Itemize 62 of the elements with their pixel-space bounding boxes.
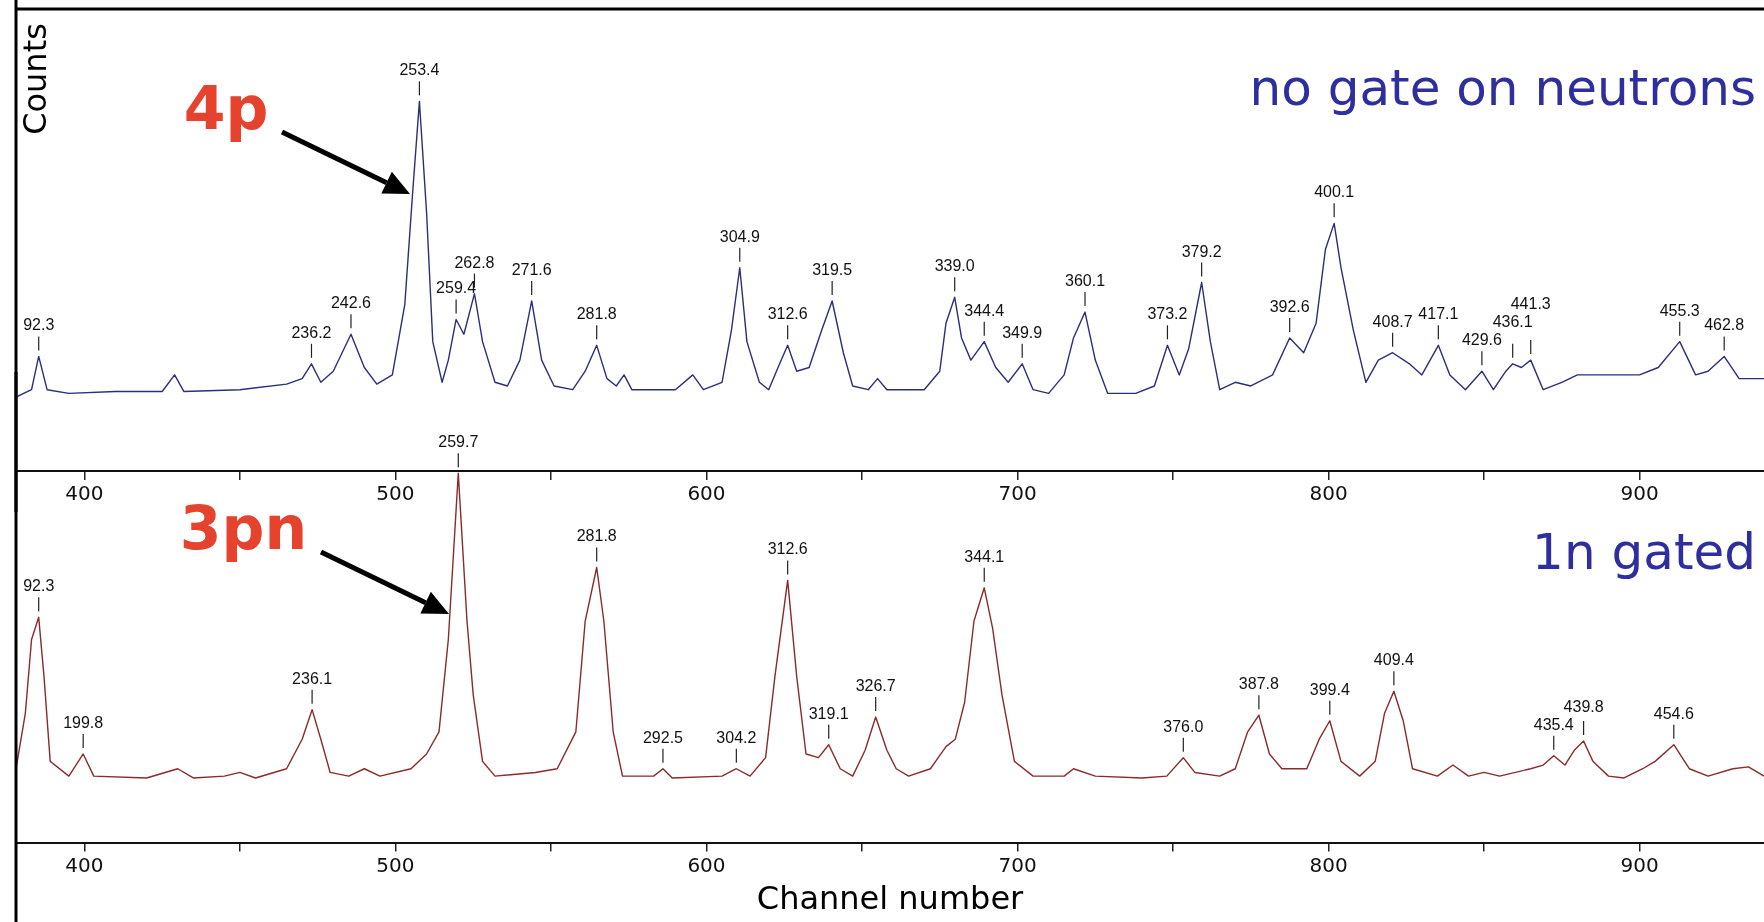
- annotation: 379.2: [1181, 242, 1222, 260]
- x-tick-label: 400: [65, 852, 104, 877]
- annotation: 199.8: [63, 713, 104, 731]
- annotation: 259.4: [436, 279, 477, 297]
- annotation: 281.8: [576, 305, 617, 323]
- annotation: 4p: [183, 73, 269, 144]
- annotation: 259.7: [438, 433, 479, 451]
- x-tick-label: 400: [65, 481, 104, 506]
- x-tick-label: 600: [687, 481, 726, 506]
- x-tick-label: 900: [1620, 481, 1659, 506]
- annotation: 92.3: [23, 316, 55, 334]
- x-tick-label: 600: [687, 852, 726, 877]
- annotation: no gate on neutrons: [1249, 59, 1756, 118]
- x-tick-label: 700: [998, 852, 1037, 877]
- annotation: 436.1: [1492, 313, 1533, 331]
- annotation: 408.7: [1372, 312, 1413, 330]
- annotation: 312.6: [767, 540, 808, 558]
- x-tick-label: 900: [1620, 852, 1659, 877]
- annotation: 319.5: [812, 260, 853, 278]
- x-tick-label: 700: [998, 481, 1037, 506]
- annotation: 455.3: [1659, 301, 1700, 319]
- annotation: 292.5: [642, 728, 684, 746]
- x-axis-title: Channel number: [756, 879, 1025, 918]
- annotation: 253.4: [399, 61, 440, 79]
- annotation: 344.1: [964, 547, 1005, 565]
- annotation: 271.6: [511, 260, 552, 278]
- annotation: 1n gated: [1532, 523, 1756, 582]
- annotation: 373.2: [1147, 305, 1188, 323]
- x-tick-label: 500: [376, 852, 415, 877]
- annotation: 304.9: [719, 227, 760, 245]
- annotation: 409.4: [1373, 651, 1414, 669]
- x-tick-label: 500: [376, 481, 415, 506]
- annotation: 262.8: [454, 253, 495, 271]
- annotation: 454.6: [1653, 704, 1694, 722]
- annotation: 441.3: [1510, 295, 1551, 313]
- x-tick-label: 800: [1309, 481, 1348, 506]
- annotation: 339.0: [934, 257, 975, 275]
- x-tick-label: 800: [1309, 852, 1348, 877]
- annotation: 92.3: [23, 577, 55, 595]
- y-axis-title: Counts: [16, 23, 55, 135]
- annotation: 3pn: [179, 493, 308, 564]
- annotation: 462.8: [1704, 316, 1745, 334]
- annotation: 304.2: [716, 728, 757, 746]
- annotation: 281.8: [576, 527, 617, 545]
- annotation: 360.1: [1064, 272, 1106, 290]
- annotation: 236.1: [292, 669, 333, 687]
- annotation: 344.4: [964, 301, 1005, 319]
- annotation: 400.1: [1314, 183, 1355, 201]
- annotation: 326.7: [855, 677, 896, 695]
- annotation: 439.8: [1563, 697, 1604, 715]
- annotation: 312.6: [767, 305, 808, 323]
- annotation: 236.2: [291, 323, 332, 341]
- annotation: 387.8: [1238, 675, 1279, 693]
- annotation: 429.6: [1461, 331, 1503, 349]
- annotation: 435.4: [1533, 715, 1574, 733]
- annotation: 392.6: [1269, 297, 1310, 315]
- annotation: 376.0: [1163, 717, 1204, 735]
- annotation: 319.1: [808, 704, 849, 722]
- annotation: 399.4: [1309, 680, 1350, 698]
- annotation: 242.6: [330, 294, 372, 312]
- annotation: 417.1: [1418, 305, 1459, 323]
- annotation: 349.9: [1002, 323, 1043, 341]
